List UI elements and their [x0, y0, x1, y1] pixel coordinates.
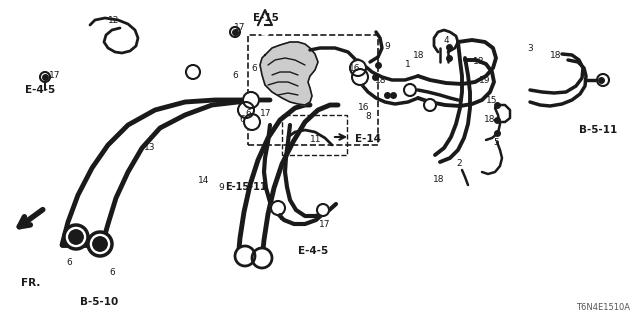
Text: 18: 18 — [413, 51, 425, 60]
Text: E-4-5: E-4-5 — [298, 246, 329, 256]
Text: 17: 17 — [260, 109, 271, 118]
Text: 6: 6 — [246, 109, 251, 118]
Circle shape — [186, 65, 200, 79]
Text: B-5-10: B-5-10 — [80, 297, 118, 308]
Text: 19: 19 — [479, 76, 491, 85]
Text: 1: 1 — [406, 60, 411, 69]
Text: 5: 5 — [493, 138, 499, 147]
Circle shape — [40, 72, 50, 82]
Text: 11: 11 — [310, 135, 322, 144]
Text: 14: 14 — [198, 176, 209, 185]
Text: 3: 3 — [527, 44, 532, 53]
Circle shape — [235, 246, 255, 266]
Text: 8: 8 — [365, 112, 371, 121]
Text: 16: 16 — [349, 64, 361, 73]
Circle shape — [244, 114, 260, 130]
Text: 16: 16 — [358, 103, 369, 112]
Text: 13: 13 — [144, 143, 156, 152]
Polygon shape — [260, 42, 318, 105]
Text: 17: 17 — [49, 71, 60, 80]
Circle shape — [252, 248, 272, 268]
Bar — [248, 35, 378, 145]
Circle shape — [424, 99, 436, 111]
Text: 6: 6 — [67, 258, 72, 267]
Circle shape — [350, 60, 366, 76]
Text: 6: 6 — [233, 71, 238, 80]
Polygon shape — [258, 12, 272, 35]
Text: 6: 6 — [239, 115, 244, 124]
Text: B-5-11: B-5-11 — [579, 124, 618, 135]
Text: 6: 6 — [109, 268, 115, 277]
Text: E-14: E-14 — [355, 134, 381, 144]
Text: 17: 17 — [319, 220, 331, 229]
Text: 4: 4 — [444, 36, 449, 44]
Text: 6: 6 — [252, 64, 257, 73]
Circle shape — [64, 225, 88, 249]
Circle shape — [238, 102, 254, 118]
Circle shape — [69, 230, 83, 244]
Text: 18: 18 — [433, 175, 444, 184]
Text: 17: 17 — [234, 23, 246, 32]
Text: E-15: E-15 — [253, 12, 278, 23]
Circle shape — [243, 92, 259, 108]
Text: 9: 9 — [218, 183, 223, 192]
Circle shape — [597, 74, 609, 86]
Circle shape — [271, 201, 285, 215]
Circle shape — [230, 27, 240, 37]
Circle shape — [93, 237, 107, 251]
Text: 18: 18 — [484, 115, 495, 124]
Text: 12: 12 — [108, 16, 120, 25]
Text: T6N4E1510A: T6N4E1510A — [576, 303, 630, 312]
Circle shape — [404, 84, 416, 96]
Text: E-4-5: E-4-5 — [24, 84, 55, 95]
Bar — [282, 115, 347, 155]
Text: 18: 18 — [473, 57, 484, 66]
Text: E-15-11: E-15-11 — [225, 182, 268, 192]
Text: 2: 2 — [457, 159, 462, 168]
Circle shape — [317, 204, 329, 216]
Text: FR.: FR. — [21, 278, 40, 288]
Circle shape — [352, 69, 368, 85]
Text: 15: 15 — [486, 96, 497, 105]
Circle shape — [88, 232, 112, 256]
Text: 7: 7 — [277, 213, 282, 222]
Text: 18: 18 — [550, 51, 561, 60]
Text: 18: 18 — [375, 76, 387, 85]
Text: 9: 9 — [385, 42, 390, 51]
